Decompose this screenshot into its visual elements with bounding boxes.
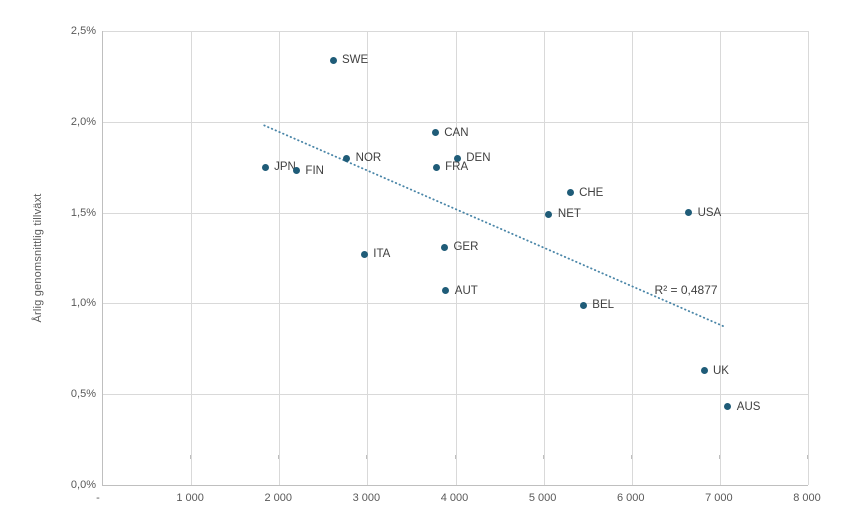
data-point-label-AUS: AUS [736, 400, 761, 413]
data-point-label-UK: UK [713, 364, 729, 377]
data-point-label-CHE: CHE [579, 186, 604, 199]
data-point-label-CAN: CAN [444, 126, 469, 139]
data-point-label-SWE: SWE [342, 54, 369, 67]
x-axis-tick-label: 5 000 [528, 492, 557, 504]
data-point-label-BEL: BEL [592, 299, 615, 312]
data-point-label-USA: USA [697, 206, 722, 219]
x-axis-tick-label: - [96, 492, 100, 504]
x-axis-tick-mark [366, 455, 368, 459]
data-point-label-DEN: DEN [466, 152, 491, 165]
x-axis-tick-label: 8 000 [793, 492, 821, 504]
x-axis-tick-label: 2 000 [264, 492, 293, 504]
y-axis-tick-label: 2,0% [70, 115, 96, 128]
data-point-USA[interactable] [685, 209, 693, 217]
y-axis-tick-label: 0,0% [70, 479, 96, 491]
data-point-label-AUT: AUT [454, 284, 478, 297]
gridline-vertical [719, 31, 721, 485]
y-axis-tick-label: 2,5% [70, 25, 96, 37]
data-point-UK[interactable] [700, 367, 708, 375]
data-point-SWE[interactable] [329, 56, 337, 64]
data-point-FRA[interactable] [432, 163, 440, 171]
data-point-label-NET: NET [557, 208, 581, 221]
data-point-CAN[interactable] [431, 129, 439, 137]
x-axis-tick-mark [718, 455, 720, 459]
plot-area: SWE CAN NOR DEN JPN FRA FIN CHE USA NET GER ITA AUT B… [102, 31, 809, 486]
y-axis-tick-label: 1,5% [70, 206, 96, 219]
data-point-DEN[interactable] [453, 154, 461, 162]
gridline-vertical [631, 31, 633, 485]
x-axis-tick-mark [454, 455, 456, 459]
data-point-GER[interactable] [440, 243, 448, 251]
data-point-CHE[interactable] [566, 189, 574, 197]
x-axis-tick-label: 1 000 [176, 492, 204, 504]
x-axis-tick-label: 6 000 [616, 492, 645, 504]
x-axis-tick-mark [807, 455, 808, 459]
data-point-BEL[interactable] [579, 301, 587, 309]
x-axis-tick-label: 4 000 [440, 492, 469, 504]
gridline-vertical [279, 31, 281, 485]
data-point-label-FIN: FIN [305, 164, 324, 177]
data-point-NET[interactable] [545, 210, 553, 218]
gridline-vertical [191, 31, 193, 485]
data-point-label-NOR: NOR [355, 152, 382, 165]
gridline-vertical [367, 31, 369, 485]
x-axis-tick-label: 3 000 [352, 492, 381, 504]
x-axis-tick-mark [630, 455, 632, 459]
data-point-label-JPN: JPN [274, 161, 296, 174]
data-point-AUT[interactable] [442, 287, 450, 295]
gridline-vertical [808, 31, 809, 485]
data-point-ITA[interactable] [360, 250, 368, 258]
x-axis-tick-mark [190, 455, 192, 459]
trendline[interactable] [103, 31, 808, 485]
data-point-label-FRA: FRA [445, 161, 469, 174]
x-axis-tick-label: 7 000 [705, 492, 733, 504]
data-point-NOR[interactable] [343, 154, 351, 162]
data-point-AUS[interactable] [724, 403, 732, 411]
gridline-vertical [543, 31, 545, 485]
data-point-FIN[interactable] [292, 167, 300, 175]
x-axis-tick-mark [278, 455, 280, 459]
y-axis-tick-label: 1,0% [70, 297, 96, 310]
data-point-label-GER: GER [453, 241, 479, 254]
x-axis-tick-mark [542, 455, 544, 459]
x-axis-tick-mark [102, 455, 103, 459]
data-point-label-ITA: ITA [373, 248, 391, 261]
r-squared-label: R² = 0,4877 [654, 282, 718, 297]
y-axis-tick-label: 0,5% [70, 388, 96, 401]
gridline-vertical [455, 31, 457, 485]
data-point-JPN[interactable] [261, 163, 269, 171]
